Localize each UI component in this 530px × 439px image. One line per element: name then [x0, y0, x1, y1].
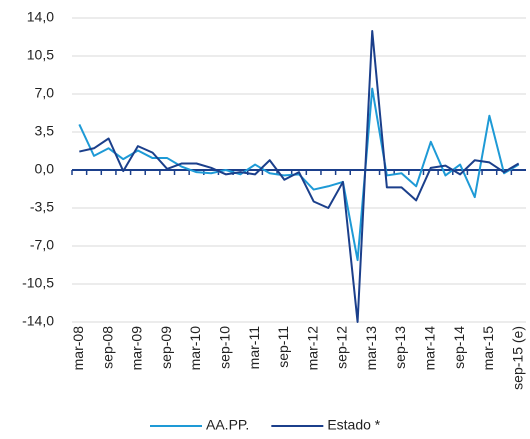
y-tick-label: -3,5 — [30, 199, 54, 215]
y-tick-label: 14,0 — [27, 9, 54, 25]
x-tick-label: mar-15 — [480, 326, 496, 371]
x-tick-label: mar-08 — [70, 326, 86, 371]
y-tick-label: -7,0 — [30, 237, 54, 253]
x-tick-label: sep-14 — [451, 326, 467, 369]
series-line — [79, 30, 520, 323]
x-tick-label: sep-09 — [158, 326, 174, 369]
x-tick-label: sep-13 — [392, 326, 408, 369]
y-tick-label: -14,0 — [22, 313, 54, 329]
legend-label: AA.PP. — [206, 417, 249, 433]
x-tick-label: mar-11 — [246, 326, 262, 370]
x-tick-label: mar-09 — [129, 326, 145, 371]
legend-label: Estado * — [327, 417, 380, 433]
x-tick-label: sep-11 — [275, 326, 291, 368]
x-tick-label: sep-15 (e) — [509, 326, 525, 390]
x-tick-label: mar-10 — [187, 326, 203, 371]
x-tick-label: mar-12 — [304, 326, 320, 371]
x-tick-label: mar-13 — [363, 326, 379, 371]
x-tick-label: sep-12 — [334, 326, 350, 369]
y-tick-label: -10,5 — [22, 275, 54, 291]
y-tick-label: 3,5 — [35, 123, 55, 139]
y-tick-label: 0,0 — [35, 161, 55, 177]
x-tick-label: mar-14 — [422, 326, 438, 371]
y-tick-label: 10,5 — [27, 47, 54, 63]
y-tick-label: 7,0 — [35, 85, 55, 101]
x-tick-label: sep-10 — [216, 326, 232, 369]
x-tick-label: sep-08 — [99, 326, 115, 369]
